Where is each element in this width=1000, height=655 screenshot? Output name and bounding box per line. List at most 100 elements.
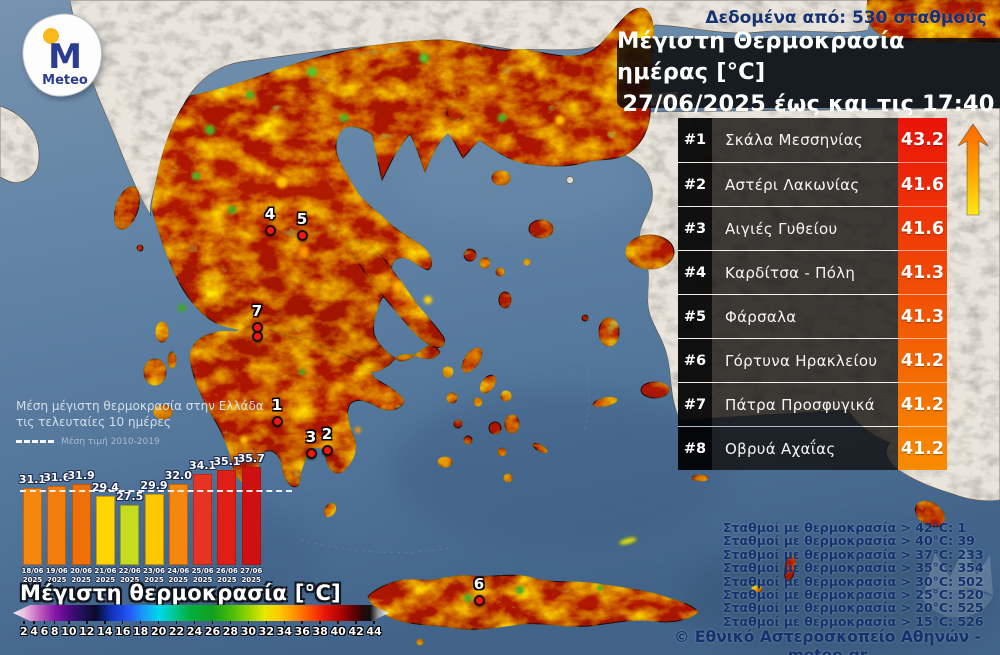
skyros-island bbox=[498, 291, 512, 309]
chart-bar bbox=[47, 485, 67, 565]
logo-brand: Meteo bbox=[42, 73, 88, 88]
colorbar-tick: 34 bbox=[277, 621, 292, 638]
bar-value-label: 35.7 bbox=[237, 451, 265, 465]
colorbar-tick: 28 bbox=[223, 621, 238, 638]
chart-bar bbox=[120, 504, 140, 565]
bar-date-label: 22/06 2025 bbox=[116, 567, 144, 585]
colorbar-tick: 8 bbox=[51, 621, 59, 638]
table-row: #7 Πάτρα Προσφυγικά 41.2 bbox=[678, 382, 947, 426]
date-day: 22/06 bbox=[118, 566, 141, 575]
date-day: 23/06 bbox=[142, 566, 166, 575]
date-day: 20/06 bbox=[70, 566, 93, 575]
map-title-line2: 27/06/2025 έως και τις 17:40 bbox=[622, 90, 995, 117]
station-name: Φάρσαλα bbox=[712, 295, 898, 338]
rank-number: #7 bbox=[678, 383, 712, 426]
samos-island bbox=[640, 381, 670, 399]
astypalaia-island bbox=[618, 536, 638, 546]
station-temperature: 41.3 bbox=[900, 306, 945, 327]
date-day: 24/06 bbox=[167, 566, 190, 575]
lesbos-island bbox=[625, 234, 675, 270]
colorbar-tick: 44 bbox=[366, 621, 381, 638]
mainland-greece bbox=[151, 7, 655, 373]
date-year: 2025 bbox=[22, 575, 43, 584]
rank-number: #5 bbox=[678, 295, 712, 338]
station-marker-number: 3 bbox=[305, 428, 317, 446]
mean-max-temperature-chart: Μέση μέγιστη θερμοκρασία στην Ελλάδα τις… bbox=[16, 399, 308, 587]
bar-date-label: 23/06 2025 bbox=[140, 567, 168, 585]
chart-bar bbox=[71, 483, 91, 565]
table-row: #4 Καρδίτσα - Πόλη 41.3 bbox=[678, 250, 947, 294]
colorbar-tick: 10 bbox=[61, 621, 76, 638]
station-temperature: 41.2 bbox=[900, 438, 945, 459]
rising-temperature-arrow-icon bbox=[957, 123, 989, 216]
station-temperature: 41.3 bbox=[900, 262, 945, 283]
colorbar-tick: 14 bbox=[97, 621, 112, 638]
chart-title-line1: Μέση μέγιστη θερμοκρασία στην Ελλάδα bbox=[16, 399, 264, 413]
logo-sun-icon bbox=[43, 28, 59, 44]
rank-number: #2 bbox=[678, 163, 712, 206]
date-year: 2025 bbox=[119, 575, 140, 584]
station-marker-dot bbox=[251, 330, 263, 342]
zakynthos-island bbox=[153, 404, 173, 420]
stat-line: Σταθμοί με θερμοκρασία > 25°C: 520 bbox=[723, 587, 984, 603]
chart-bar bbox=[168, 483, 188, 565]
table-row: #6 Γόρτυνα Ηρακλείου 41.2 bbox=[678, 338, 947, 382]
stat-line: Σταθμοί με θερμοκρασία > 30°C: 502 bbox=[723, 573, 984, 589]
crete-island bbox=[367, 574, 699, 630]
karpathos-island bbox=[784, 554, 796, 582]
station-marker-dot bbox=[305, 447, 317, 459]
limnos-island bbox=[528, 219, 554, 239]
station-marker-dot bbox=[296, 229, 308, 241]
bar-date-label: 25/06 2025 bbox=[189, 567, 217, 585]
station-name: Οβρυά Αχαΐας bbox=[712, 427, 898, 470]
station-marker-number: 1 bbox=[271, 396, 283, 414]
euboea-island bbox=[347, 239, 445, 349]
mean-line-legend-swatch bbox=[16, 440, 54, 444]
colorbar-tick: 30 bbox=[241, 621, 256, 638]
chart-bar bbox=[217, 469, 237, 565]
logo-shape bbox=[22, 13, 102, 97]
colorbar-tick: 4 bbox=[30, 621, 38, 638]
rhodes-island bbox=[914, 500, 946, 528]
lefkada-island bbox=[155, 321, 169, 343]
mykonos-island bbox=[500, 390, 512, 402]
date-day: 25/06 bbox=[191, 566, 214, 575]
date-day: 18/06 bbox=[21, 566, 44, 575]
date-year: 2025 bbox=[71, 575, 91, 584]
bar-value-label: 31.6 bbox=[43, 470, 71, 484]
colorbar-tick: 12 bbox=[79, 621, 94, 638]
date-day: 21/06 bbox=[94, 566, 117, 575]
station-name: Αστέρι Λακωνίας bbox=[712, 163, 898, 206]
date-day: 26/06 bbox=[215, 566, 238, 575]
bar-date-label: 21/06 2025 bbox=[91, 567, 119, 585]
bar-date-label: 20/06 2025 bbox=[67, 567, 95, 585]
tinos-island bbox=[479, 374, 497, 394]
date-year: 2025 bbox=[144, 575, 164, 584]
colorbar-title: Μέγιστη θερμοκρασία [°C] bbox=[20, 581, 342, 605]
thasos-island bbox=[446, 102, 466, 122]
colorbar-tick: 2 bbox=[20, 621, 28, 638]
bar-value-label: 27.5 bbox=[116, 489, 144, 503]
date-year: 2025 bbox=[168, 575, 189, 584]
colorbar-tick: 36 bbox=[295, 621, 310, 638]
bar-value-label: 29.9 bbox=[140, 478, 168, 492]
bar-date-label: 18/06 2025 bbox=[19, 567, 47, 585]
stat-line: Σταθμοί με θερμοκρασία > 42°C: 1 bbox=[723, 520, 967, 535]
date-year: 2025 bbox=[47, 575, 67, 584]
station-name: Καρδίτσα - Πόλη bbox=[712, 251, 898, 294]
chart-bar bbox=[193, 473, 213, 565]
corfu-island bbox=[114, 186, 140, 230]
milos-island bbox=[437, 456, 453, 468]
chart-x-axis-labels: 18/06 2025 19/06 2025 20/06 2025 21/06 2025 22/0… bbox=[16, 567, 300, 587]
colorbar-tick-labels: 2 4 6 8 10 12 14 16 18 20 22 24 26 28 30 32 34 36 38 40 42 44 bbox=[20, 621, 382, 638]
colorbar-tick: 18 bbox=[133, 621, 148, 638]
top-stations-table: #1 Σκάλα Μεσσηνίας 43.2 #2 Αστέρι Λακωνίας 41… bbox=[678, 118, 947, 470]
rank-number: #1 bbox=[678, 118, 712, 162]
station-marker-dot bbox=[271, 415, 283, 427]
station-marker-number: 2 bbox=[321, 425, 333, 443]
kos-island bbox=[691, 474, 709, 482]
chart-bar bbox=[241, 466, 261, 565]
colorbar-tick: 22 bbox=[169, 621, 184, 638]
rank-number: #8 bbox=[678, 427, 712, 470]
station-marker-number: 7 bbox=[251, 302, 263, 320]
